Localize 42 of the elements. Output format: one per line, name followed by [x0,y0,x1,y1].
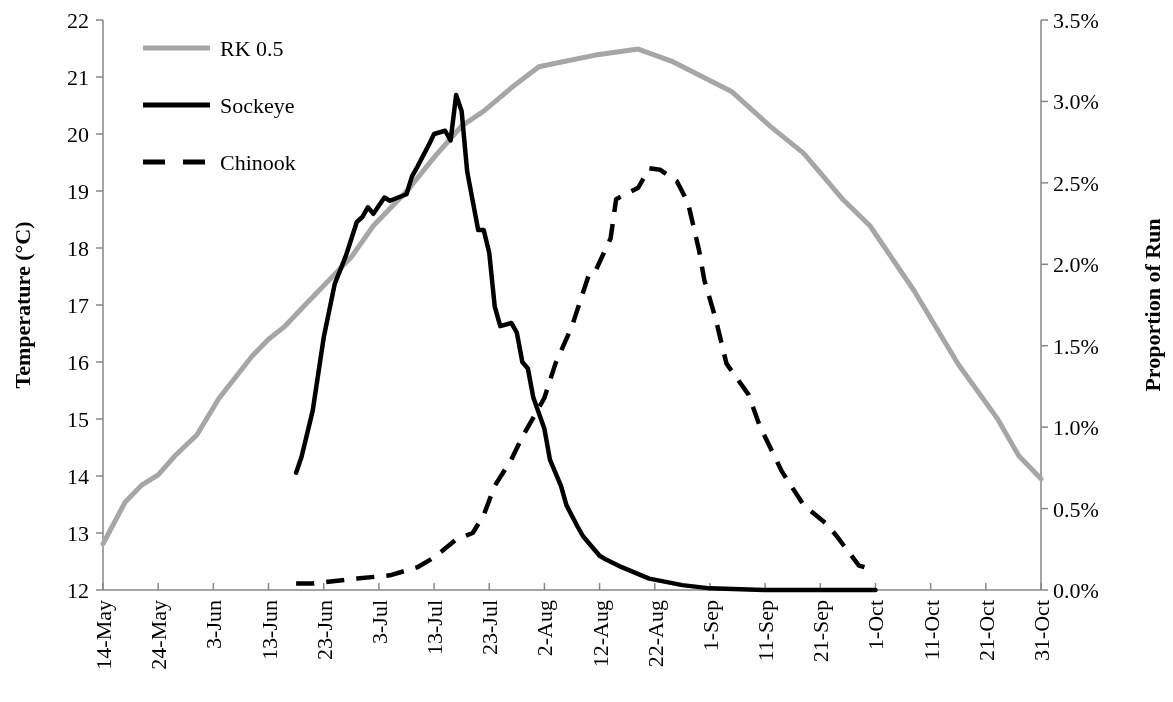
x-tick-label: 1-Oct [863,600,889,651]
y-tick-label: 12 [67,578,89,603]
y-tick-label: 19 [67,179,89,204]
x-tick-label: 14-May [91,600,116,670]
y-tick-label: 20 [67,122,89,147]
y-tick-label: 15 [67,407,89,432]
x-tick-label: 11-Sep [753,600,779,662]
y2-tick-label: 2.0% [1053,252,1099,278]
y2-tick-label: 1.5% [1053,333,1099,359]
x-tick-label: 21-Oct [973,600,999,662]
x-tick-label: 23-Jun [311,600,337,660]
x-tick-label: 24-May [146,600,172,670]
y-tick-label: 21 [67,65,89,90]
y2-tick-label: 1.0% [1053,415,1099,441]
legend-label: Sockeye [220,93,295,118]
x-tick-label: 31-Oct [1029,600,1054,662]
x-tick-label: 1-Sep [697,600,723,652]
y2-tick-label: 3.5% [1053,8,1099,33]
x-tick-label: 12-Aug [587,600,613,668]
x-tick-label: 13-Jun [256,600,282,660]
x-tick-label: 11-Oct [918,600,944,661]
y2-tick-label: 0.0% [1053,578,1099,603]
x-tick-label: 2-Aug [532,600,558,657]
legend-label: RK 0.5 [220,36,284,61]
legend-label: Chinook [220,150,296,175]
y-tick-label: 13 [67,521,89,546]
x-tick-label: 3-Jun [201,600,227,649]
x-tick-label: 13-Jul [422,600,448,655]
y2-tick-label: 0.5% [1053,496,1099,522]
y-axis-title: Temperature (°C) [10,221,35,389]
y-tick-label: 14 [67,464,89,489]
x-tick-label: 23-Jul [477,600,503,655]
y-tick-label: 17 [67,293,89,318]
x-tick-label: 22-Aug [642,600,668,668]
y2-tick-label: 3.0% [1053,89,1099,115]
y2-axis-title: Proportion of Run [1140,218,1165,392]
y2-tick-label: 2.5% [1053,170,1099,196]
x-tick-label: 3-Jul [366,600,392,644]
y-tick-label: 16 [67,350,89,375]
x-tick-label: 21-Sep [808,600,834,663]
y-tick-label: 22 [67,8,89,33]
y-tick-label: 18 [67,236,89,261]
